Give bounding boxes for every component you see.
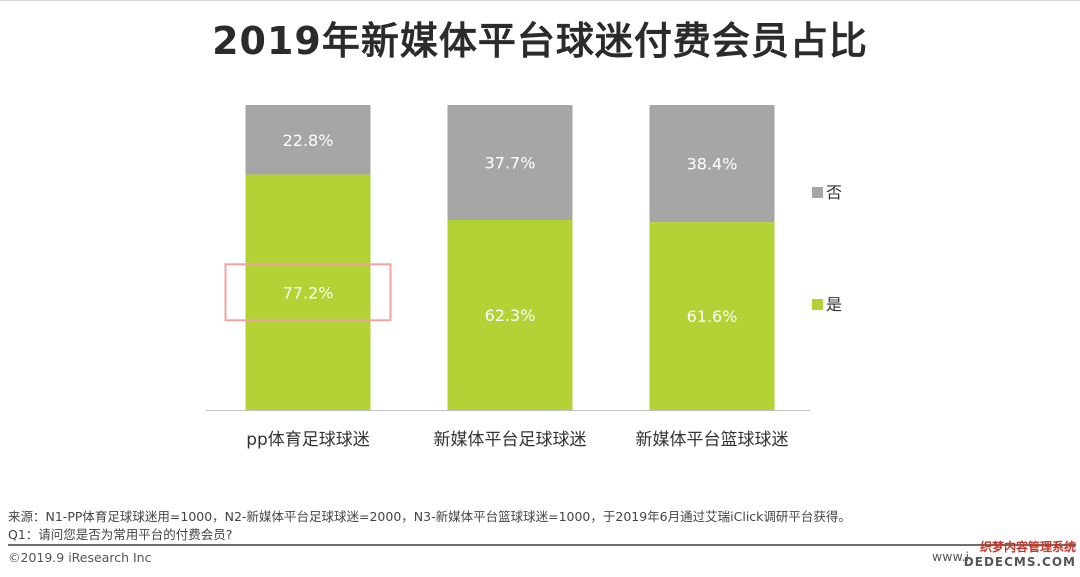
footer-divider	[8, 544, 1076, 546]
source-note: 来源：N1-PP体育足球球迷用=1000，N2-新媒体平台足球球迷=2000，N…	[8, 509, 851, 524]
data-label-yes-3: 61.6%	[687, 307, 738, 326]
bar-segment-yes-2	[447, 219, 573, 410]
bar-segment-no-1	[245, 105, 371, 175]
category-label-2: 新媒体平台足球球迷	[434, 430, 587, 450]
top-border	[0, 0, 1080, 1]
bar-segment-no-3	[649, 105, 775, 223]
data-label-no-2: 37.7%	[485, 153, 536, 172]
data-label-no-1: 22.8%	[283, 131, 334, 150]
highlight-box	[224, 263, 392, 322]
bar-segment-yes-3	[649, 222, 775, 410]
data-label-yes-2: 62.3%	[485, 306, 536, 325]
question-note: Q1：请问您是否为常用平台的付费会员?	[8, 527, 233, 542]
copyright-text: ©2019.9 iResearch Inc	[8, 550, 152, 565]
watermark-line2: DEDECMS.COM	[963, 555, 1076, 569]
legend-label-yes: 是	[826, 295, 842, 314]
bar-segment-yes-1	[245, 174, 371, 410]
category-label-3: 新媒体平台篮球球迷	[636, 430, 789, 450]
watermark: 织梦内容管理系统 DEDECMS.COM	[964, 540, 1076, 570]
site-url: www.i	[932, 549, 969, 564]
legend-swatch-no	[812, 187, 823, 198]
watermark-line1: 织梦内容管理系统	[979, 540, 1076, 554]
data-label-yes-1: 77.2%	[283, 283, 334, 302]
category-label-1: pp体育足球球迷	[246, 430, 370, 450]
page-title: 2019年新媒体平台球迷付费会员占比	[212, 19, 868, 63]
bar-segment-no-2	[447, 105, 573, 220]
legend-swatch-yes	[812, 299, 823, 310]
data-label-no-3: 38.4%	[687, 155, 738, 174]
legend-label-no: 否	[826, 183, 842, 202]
stacked-bar-chart: 77.2% 22.8% pp体育足球球迷 62.3% 37.7% 新媒体平台足球球迷 61.…	[206, 105, 842, 450]
